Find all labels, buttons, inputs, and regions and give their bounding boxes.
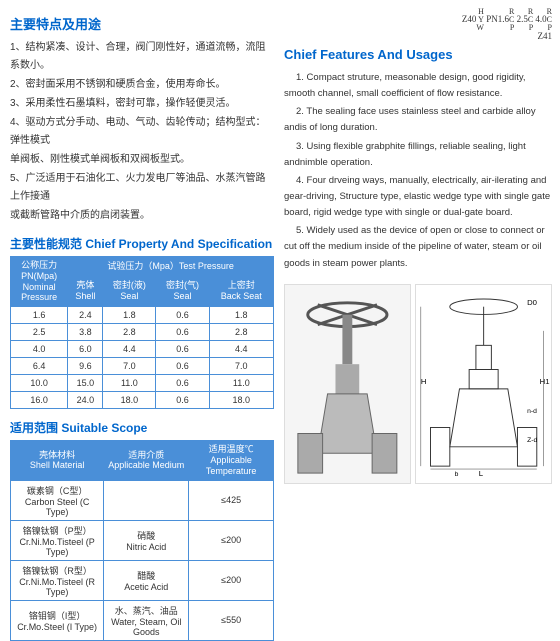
model-z40: Z40 <box>462 14 477 24</box>
table-row: 铬钼钢（I型） Cr.Mo.Steel (I Type)水、蒸汽、油品 Wate… <box>11 600 274 640</box>
features-list-cn: 1、结构紧凑、设计、合理，阀门刚性好，通道流畅，流阻系数小。 2、密封面采用不锈… <box>10 39 274 225</box>
table-row: 铬镍钛钢（P型） Cr.Ni.Mo.Tisteel (P Type)硝酸 Nit… <box>11 520 274 560</box>
feature-en-item: 4. Four drveing ways, manually, electric… <box>284 173 552 221</box>
feature-cn-item: 4、驱动方式分手动、电动、气动、齿轮传动；结构型式：弹性模式 <box>10 114 274 150</box>
feature-en-item: 1. Compact struture, measonable design, … <box>284 70 552 102</box>
label-zd: Z-d <box>527 437 537 444</box>
page-root: 主要特点及用途 1、结构紧凑、设计、合理，阀门刚性好，通道流畅，流阻系数小。 2… <box>0 0 560 536</box>
pn-prefix: PN1.6 <box>486 14 509 24</box>
model-codes: Z40H Y W PN1.6R C P 2.5R C P 4.0R C P Z4… <box>284 8 552 41</box>
label-b: b <box>454 470 458 477</box>
feature-en-item: 3. Using flexible grabphite fillings, re… <box>284 139 552 171</box>
table-row: 1.62.41.80.61.8 <box>11 307 274 324</box>
spec-th-backseat: 上密封 Back Seat <box>209 276 273 307</box>
feature-en-item: 5. Widely used as the device of open or … <box>284 223 552 271</box>
label-h: H <box>421 377 427 386</box>
label-nd: n-d <box>527 408 537 415</box>
scope-th-medium: 适用介质 Applicable Medium <box>104 441 189 480</box>
spec-th-seal-l: 密封(液) Seal <box>103 276 156 307</box>
end-val: 4.0 <box>535 14 546 24</box>
valve-photo <box>284 284 411 484</box>
table-row: 16.024.018.00.618.0 <box>11 392 274 409</box>
feature-cn-item: 5、广泛适用于石油化工、火力发电厂等油品、水蒸汽管路上作接通 <box>10 170 274 206</box>
scope-th-material: 壳体材料 Shell Material <box>11 441 104 480</box>
table-row: 碳素钢（C型） Carbon Steel (C Type)≤425 <box>11 480 274 520</box>
table-row: 4.06.04.40.64.4 <box>11 341 274 358</box>
feature-cn-item: 3、采用柔性石墨填料，密封可靠，操作轻便灵活。 <box>10 95 274 113</box>
features-list-en: 1. Compact struture, measonable design, … <box>284 70 552 272</box>
spec-title: 主要性能规范 Chief Property And Specification <box>10 235 274 252</box>
label-h1: H1 <box>539 377 549 386</box>
left-column: 主要特点及用途 1、结构紧凑、设计、合理，阀门刚性好，通道流畅，流阻系数小。 2… <box>0 0 280 536</box>
scope-table: 壳体材料 Shell Material 适用介质 Applicable Medi… <box>10 440 274 640</box>
valve-technical-diagram: D0 H H1 n-d Z-d L b <box>415 284 552 484</box>
spec-th-test: 试验压力（Mpa）Test Pressure <box>68 257 274 276</box>
right-column: Z40H Y W PN1.6R C P 2.5R C P 4.0R C P Z4… <box>280 0 560 536</box>
spec-th-nominal: 公称压力 PN(Mpa) Nominal Pressure <box>11 257 68 307</box>
diagram-icon: D0 H H1 n-d Z-d L b <box>416 285 551 483</box>
valve-icon <box>285 285 410 483</box>
scope-th-temp: 适用温度℃ Applicable Temperature <box>189 441 274 480</box>
spec-table: 公称压力 PN(Mpa) Nominal Pressure 试验压力（Mpa）T… <box>10 256 274 409</box>
feature-en-item: 2. The sealing face uses stainless steel… <box>284 104 552 136</box>
table-row: 10.015.011.00.611.0 <box>11 375 274 392</box>
scope-title: 适用范围 Suitable Scope <box>10 419 274 436</box>
feature-cn-item: 单阀板、刚性模式单阀板和双阀板型式。 <box>10 151 274 169</box>
features-title-en: Chief Features And Usages <box>284 47 552 62</box>
table-row: 6.49.67.00.67.0 <box>11 358 274 375</box>
mid-val: 2.5 <box>517 14 528 24</box>
label-d0: D0 <box>527 297 537 306</box>
spec-th-seal-g: 密封(气) Seal <box>156 276 209 307</box>
type-stack: H Y W <box>476 8 484 32</box>
feature-cn-item: 或截断管路中介质的启闭装置。 <box>10 207 274 225</box>
features-title-cn: 主要特点及用途 <box>10 14 274 33</box>
model-z41: Z41 <box>538 31 553 41</box>
diagram-row: D0 H H1 n-d Z-d L b <box>284 284 552 484</box>
table-row: 铬镍钛钢（R型） Cr.Ni.Mo.Tisteel (R Type)醋酸 Ace… <box>11 560 274 600</box>
label-l: L <box>479 468 484 477</box>
spec-th-shell: 壳体 Shell <box>68 276 103 307</box>
feature-cn-item: 1、结构紧凑、设计、合理，阀门刚性好，通道流畅，流阻系数小。 <box>10 39 274 75</box>
feature-cn-item: 2、密封面采用不锈钢和硬质合金，使用寿命长。 <box>10 76 274 94</box>
table-row: 2.53.82.80.62.8 <box>11 324 274 341</box>
